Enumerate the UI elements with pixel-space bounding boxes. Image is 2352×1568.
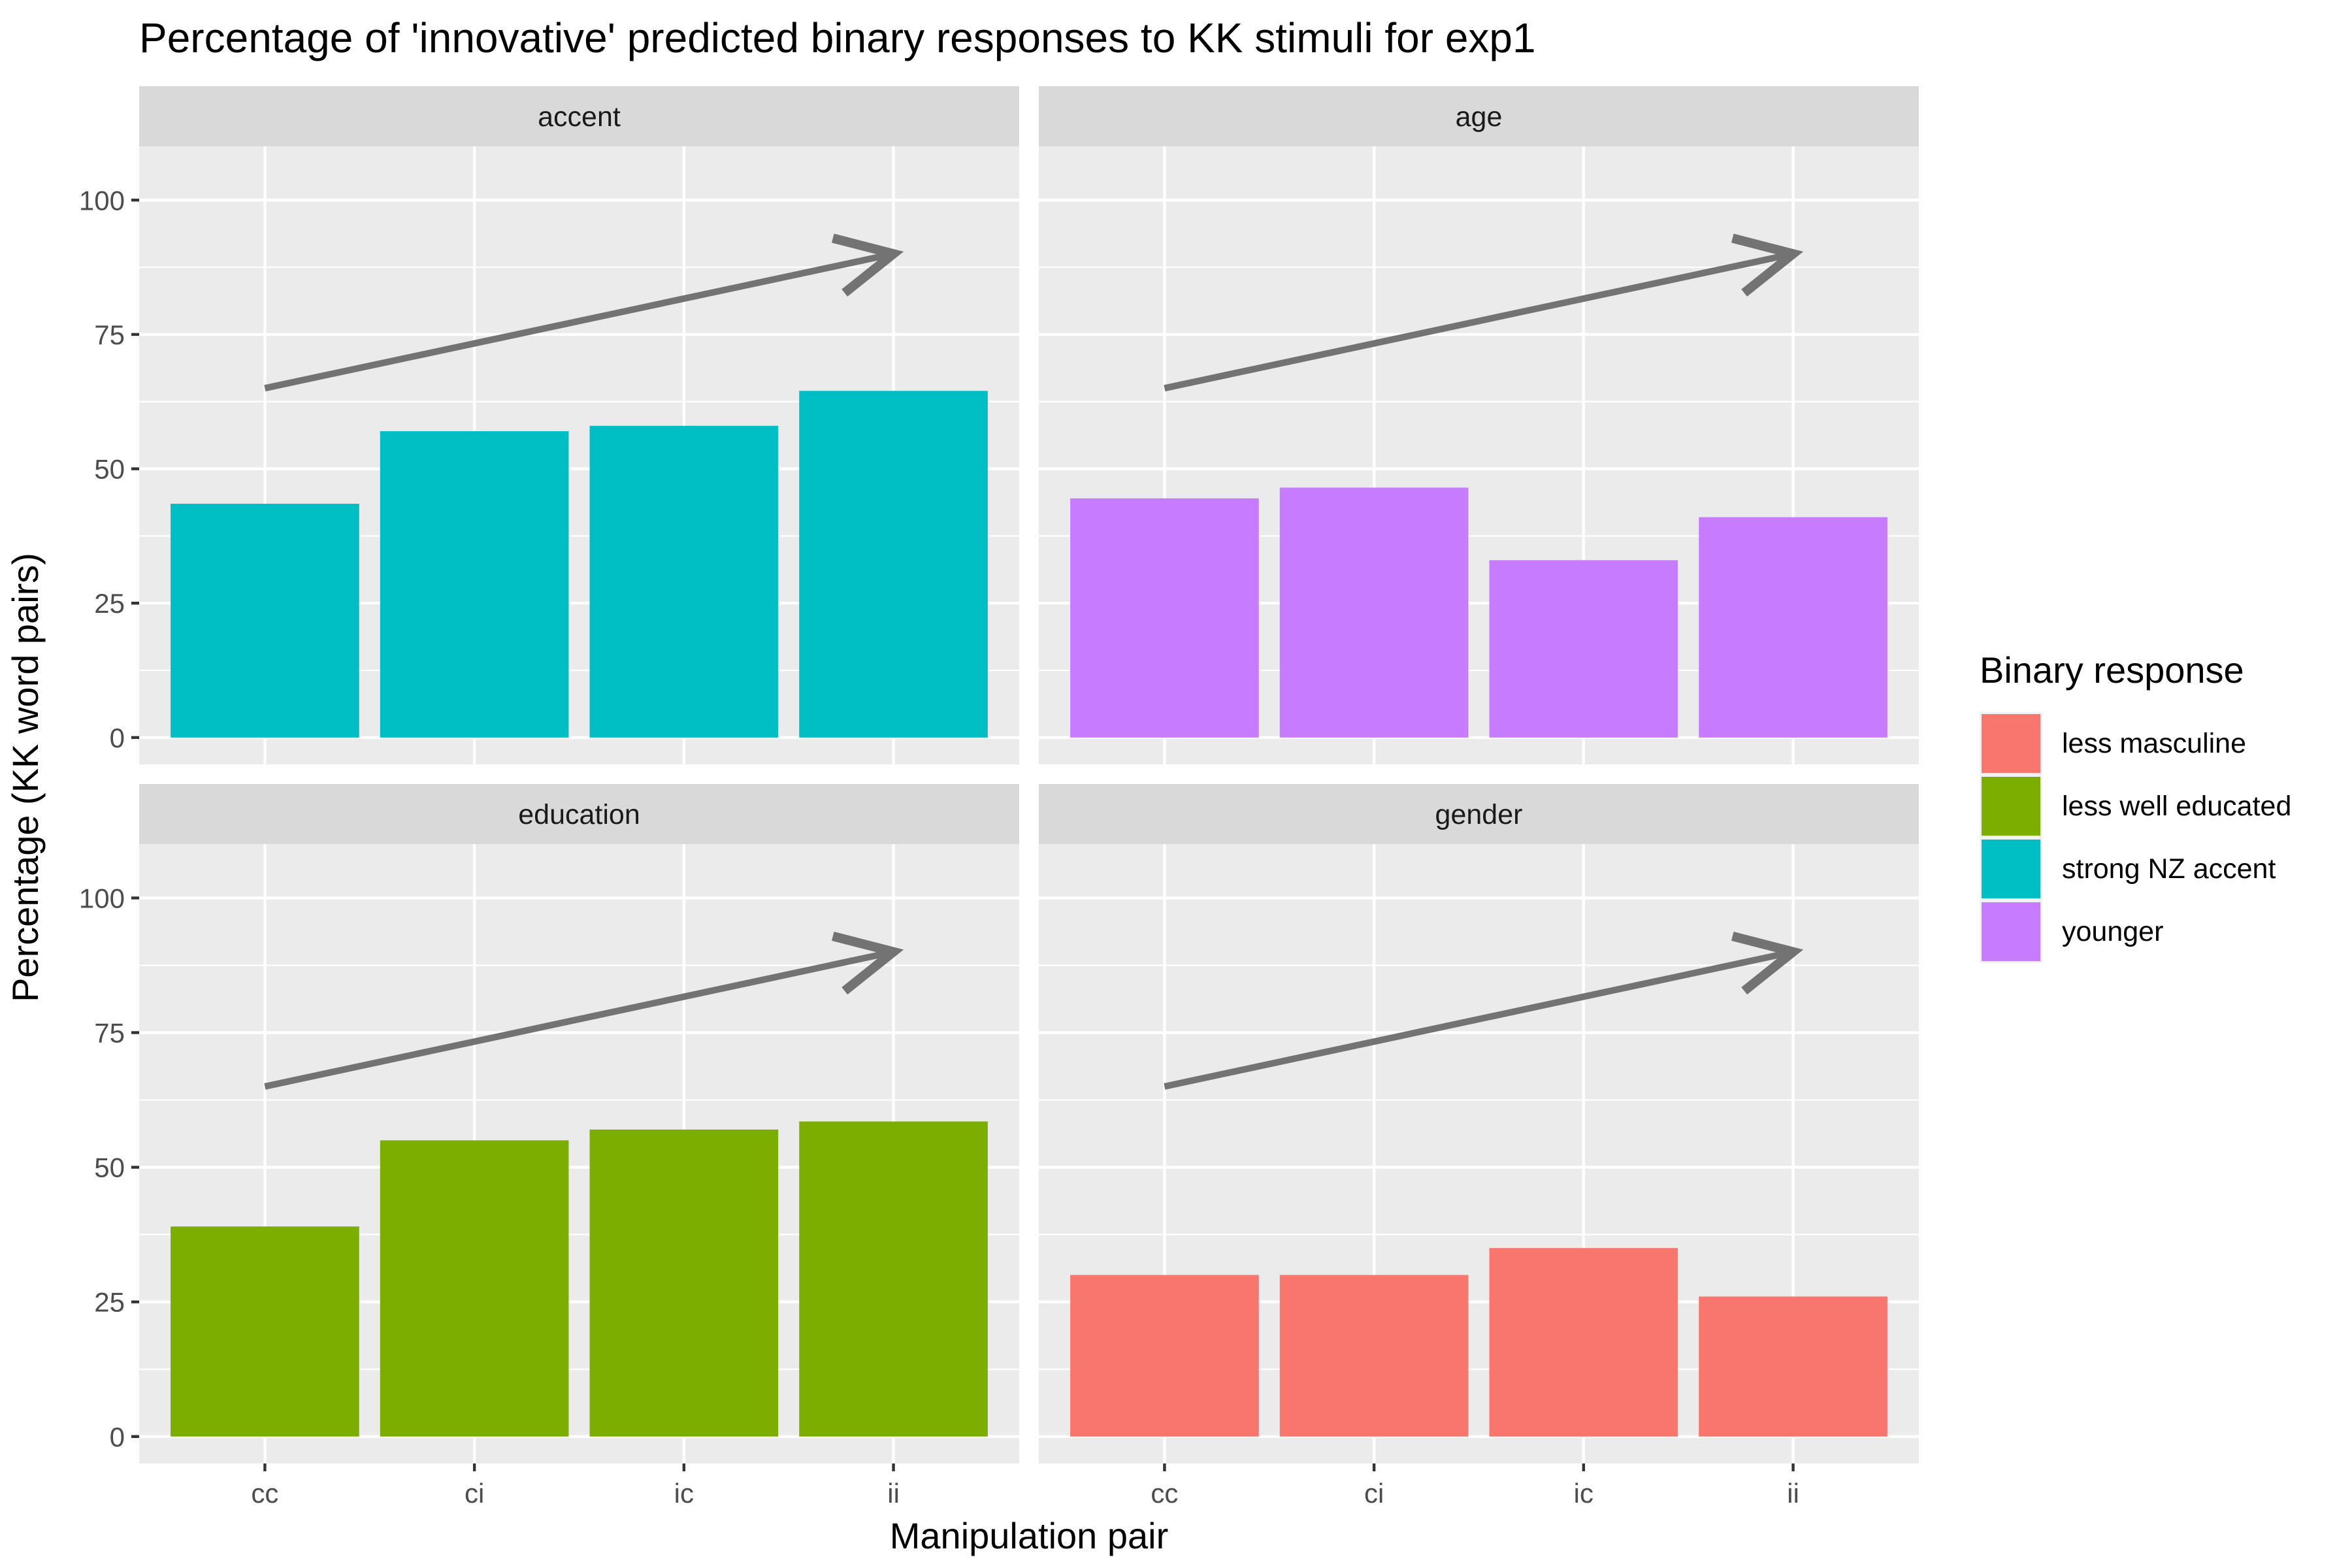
strip-label: age: [1456, 101, 1503, 133]
legend-label: less masculine: [2062, 728, 2246, 759]
legend-title: Binary response: [1980, 649, 2244, 691]
bar-ci: [1279, 1275, 1469, 1437]
bar-ii: [799, 1121, 988, 1437]
bar-cc: [171, 504, 359, 738]
bar-ii: [799, 391, 988, 738]
strip-label: accent: [538, 101, 621, 133]
y-tick-label: 25: [94, 1287, 125, 1318]
y-tick-label: 75: [94, 319, 125, 350]
legend-item: younger: [1980, 900, 2163, 963]
x-tick-label: ii: [1787, 1478, 1799, 1509]
legend-item: less masculine: [1980, 712, 2246, 775]
bar-ic: [589, 1129, 779, 1437]
panel-education: education 0 25 50 75 100 cc ci ic ii: [79, 784, 1019, 1509]
x-tick-label: cc: [251, 1478, 278, 1509]
y-tick-label: 0: [110, 723, 125, 753]
strip-background: [139, 784, 1019, 844]
panel-gender: gender cc ci ic ii: [1039, 784, 1919, 1509]
bar-cc: [171, 1226, 359, 1437]
y-tick-label: 0: [110, 1422, 125, 1452]
y-tick-label: 100: [79, 883, 125, 913]
legend-label: less well educated: [2062, 791, 2291, 822]
strip-background: [139, 86, 1019, 146]
x-tick-label: ii: [887, 1478, 900, 1509]
bar-ci: [380, 1140, 569, 1437]
panels-layer: accent 0 25 50 75 100 age education 0 25 50 75 100 cc…: [79, 86, 1919, 1509]
x-tick-label: ci: [465, 1478, 484, 1509]
legend: Binary response less masculine less well …: [1980, 649, 2291, 963]
x-tick-label: cc: [1151, 1478, 1178, 1509]
chart-title: Percentage of 'innovative' predicted bin…: [139, 14, 1536, 61]
bar-ci: [1279, 487, 1469, 738]
y-tick-label: 75: [94, 1018, 125, 1049]
trend-arrow: [1164, 233, 1804, 392]
trend-arrow: [1164, 931, 1804, 1090]
legend-label: strong NZ accent: [2062, 853, 2276, 885]
legend-item: strong NZ accent: [1980, 838, 2276, 900]
y-axis-title: Percentage (KK word pairs): [5, 553, 46, 1002]
y-tick-label: 50: [94, 454, 125, 485]
legend-swatch: [1982, 902, 2040, 961]
trend-arrow: [264, 931, 904, 1090]
x-axis-title: Manipulation pair: [890, 1515, 1168, 1556]
strip-label: gender: [1435, 799, 1523, 830]
x-tick-label: ci: [1364, 1478, 1384, 1509]
bar-ii: [1699, 517, 1887, 738]
bar-ic: [1489, 1248, 1678, 1437]
y-tick-label: 50: [94, 1152, 125, 1183]
strip-background: [1039, 86, 1919, 146]
legend-swatch: [1982, 840, 2040, 898]
y-tick-label: 100: [79, 185, 125, 216]
legend-swatch: [1982, 714, 2040, 773]
legend-label: younger: [2062, 916, 2163, 947]
legend-swatch: [1982, 777, 2040, 836]
y-tick-label: 25: [94, 588, 125, 619]
strip-background: [1039, 784, 1919, 844]
panel-age: age: [1039, 86, 1919, 764]
trend-arrow: [264, 233, 904, 392]
strip-label: education: [518, 799, 640, 830]
legend-item: less well educated: [1980, 775, 2291, 838]
bar-cc: [1070, 1275, 1259, 1437]
x-tick-label: ic: [1574, 1478, 1593, 1509]
panel-accent: accent 0 25 50 75 100: [79, 86, 1019, 764]
bar-ci: [380, 431, 569, 738]
bar-ic: [1489, 560, 1678, 738]
legend-items: less masculine less well educated strong N…: [1980, 712, 2291, 963]
bar-cc: [1070, 498, 1259, 738]
x-tick-label: ic: [674, 1478, 694, 1509]
bar-ii: [1699, 1296, 1887, 1437]
bar-ic: [589, 425, 779, 738]
